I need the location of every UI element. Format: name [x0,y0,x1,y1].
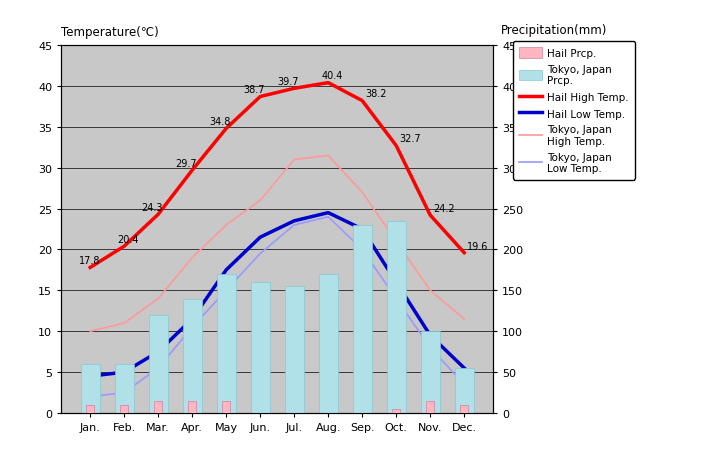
Text: Temperature(℃): Temperature(℃) [61,26,159,39]
Legend: Hail Prcp., Tokyo, Japan
Prcp., Hail High Temp., Hail Low Temp., Tokyo, Japan
Hi: Hail Prcp., Tokyo, Japan Prcp., Hail Hig… [513,42,635,180]
Text: 19.6: 19.6 [467,241,488,251]
Text: 34.8: 34.8 [210,117,231,127]
Bar [251,283,269,413]
Bar [86,405,94,413]
Text: 17.8: 17.8 [79,256,101,266]
Bar [387,221,405,413]
Bar [421,331,440,413]
Bar [455,368,474,413]
Bar [392,409,400,413]
Bar [81,364,99,413]
Bar [188,401,197,413]
Text: 24.3: 24.3 [142,203,163,213]
Bar [353,225,372,413]
Bar [154,401,163,413]
Bar [149,315,168,413]
Bar [426,401,434,413]
Text: Precipitation(mm): Precipitation(mm) [500,24,607,37]
Bar [183,299,202,413]
Bar [222,401,230,413]
Text: 39.7: 39.7 [277,77,299,87]
Text: 38.7: 38.7 [243,85,265,95]
Text: 24.2: 24.2 [433,203,454,213]
Text: 40.4: 40.4 [321,71,343,81]
Bar [217,274,235,413]
Bar [120,405,128,413]
Text: 32.7: 32.7 [399,134,420,144]
Text: 29.7: 29.7 [176,159,197,168]
Bar [285,286,304,413]
Bar [319,274,338,413]
Text: 38.2: 38.2 [365,89,387,99]
Bar [114,364,133,413]
Bar [460,405,469,413]
Text: 20.4: 20.4 [117,235,139,245]
